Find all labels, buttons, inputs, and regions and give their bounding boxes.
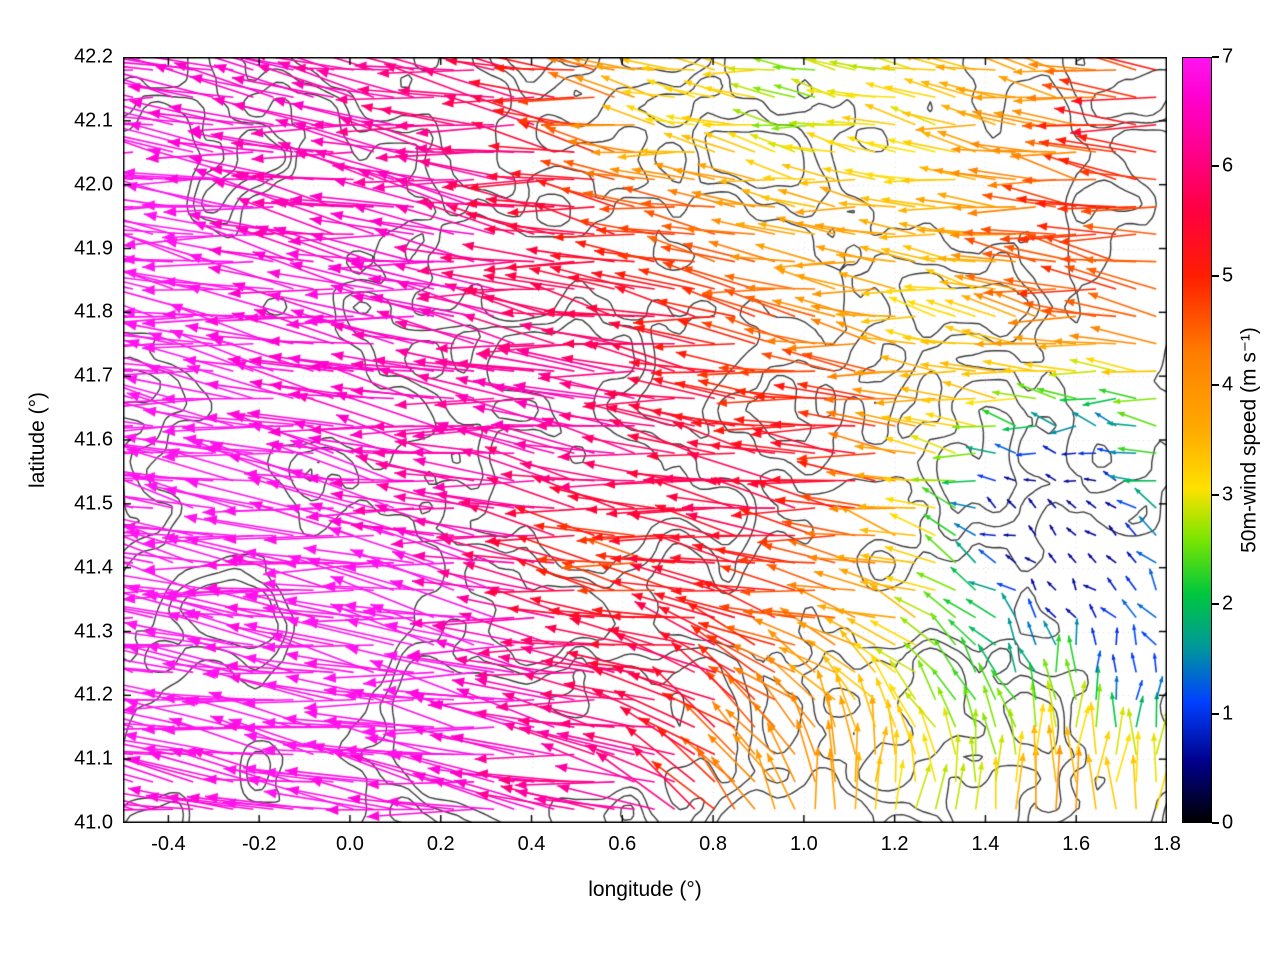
- x-tick-label: 0.8: [699, 833, 727, 855]
- colorbar-tick-label: 5: [1222, 264, 1234, 287]
- x-tick-label: 0.4: [517, 833, 546, 855]
- colorbar-tick-mark: [1212, 384, 1219, 387]
- x-tick-label: 1.6: [1062, 833, 1091, 855]
- y-tick-label: 42.0: [74, 173, 113, 196]
- x-tick-label: 0.6: [608, 833, 637, 855]
- colorbar-tick-mark: [1212, 712, 1219, 715]
- wind-vector-plot-canvas: [123, 57, 1167, 823]
- colorbar-tick-label: 2: [1222, 592, 1234, 615]
- y-tick-label: 41.1: [74, 747, 113, 770]
- colorbar-tick-label: 3: [1222, 483, 1234, 506]
- x-tick-label: -0.2: [241, 833, 277, 855]
- colorbar-tick-label: 6: [1222, 154, 1234, 177]
- y-tick-label: 41.2: [74, 683, 113, 706]
- x-tick-label: 1.2: [880, 833, 909, 855]
- y-tick-label: 41.4: [74, 556, 113, 579]
- y-tick-label: 41.8: [74, 300, 113, 323]
- y-tick-label: 41.5: [74, 492, 113, 515]
- y-tick-label: 41.9: [74, 237, 113, 259]
- colorbar-tick-label: 1: [1222, 702, 1234, 725]
- x-tick-label: 0.0: [336, 833, 364, 855]
- colorbar-tick-label: 7: [1222, 45, 1234, 68]
- y-tick-label: 41.0: [74, 811, 113, 834]
- colorbar: [1182, 57, 1212, 823]
- colorbar-tick-mark: [1212, 56, 1219, 58]
- y-axis-label: latitude (°): [26, 392, 49, 488]
- x-tick-label: -0.4: [151, 833, 186, 855]
- colorbar-tick-mark: [1212, 493, 1219, 496]
- colorbar-tick-mark: [1212, 822, 1219, 824]
- colorbar-tick-label: 0: [1222, 811, 1234, 834]
- x-tick-label: 1.8: [1153, 833, 1181, 855]
- y-tick-label: 42.1: [74, 109, 113, 132]
- colorbar-label: 50m-wind speed (m s⁻¹): [1237, 327, 1261, 553]
- y-tick-label: 42.2: [74, 45, 113, 68]
- colorbar-tick-mark: [1212, 603, 1219, 606]
- x-tick-label: 1.0: [789, 833, 818, 855]
- colorbar-tick-mark: [1212, 165, 1219, 168]
- x-tick-label: 1.4: [971, 833, 1000, 855]
- y-tick-label: 41.6: [74, 428, 113, 451]
- colorbar-tick-label: 4: [1222, 373, 1234, 396]
- y-tick-label: 41.7: [74, 364, 113, 387]
- x-axis-label: longitude (°): [588, 878, 702, 901]
- colorbar-tick-mark: [1212, 274, 1219, 277]
- x-tick-label: 0.2: [426, 833, 455, 855]
- y-tick-label: 41.3: [74, 620, 113, 642]
